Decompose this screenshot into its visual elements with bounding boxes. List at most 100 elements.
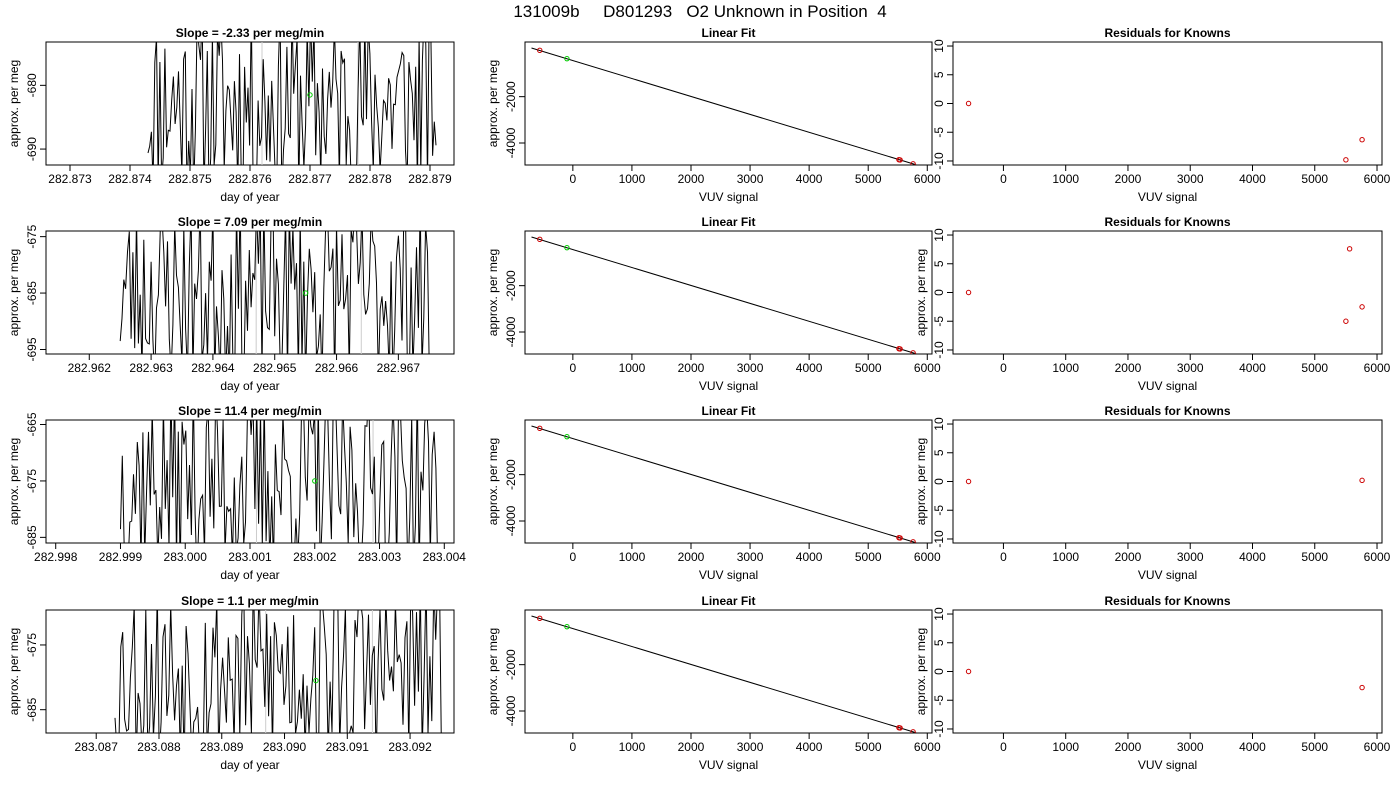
y-axis-label: approx. per meg xyxy=(914,249,928,336)
residual-point xyxy=(1343,157,1349,163)
panel-linear-fit-row-4: Linear Fit 0 1000 2000 3000 4000 5000 6000 VUV s… xyxy=(486,594,941,772)
x-tick-label: 283.089 xyxy=(200,740,244,754)
y-tick-label: -685 xyxy=(25,525,39,549)
panel-title: Linear Fit xyxy=(701,594,755,608)
x-tick-label: 2000 xyxy=(1115,172,1142,186)
x-tick-label: 1000 xyxy=(1052,172,1079,186)
x-tick-label: 282.999 xyxy=(99,550,143,564)
x-tick-label: 4000 xyxy=(796,550,823,564)
y-axis-label: approx. per meg xyxy=(7,249,21,336)
x-axis-label: VUV signal xyxy=(699,758,758,772)
x-tick-label: 0 xyxy=(1000,361,1007,375)
panel-linear-fit-row-1: Linear Fit 0 1000 2000 3000 4000 5000 6000 VUV s… xyxy=(486,26,941,204)
x-tick-label: 282.879 xyxy=(408,172,452,186)
y-tick-label: -10 xyxy=(932,530,946,548)
x-axis-label: VUV signal xyxy=(699,379,758,393)
x-tick-label: 2000 xyxy=(678,361,705,375)
residual-point xyxy=(965,289,972,296)
unknown-point xyxy=(564,623,570,630)
x-tick-label: 4000 xyxy=(1239,361,1266,375)
residual-point xyxy=(1359,684,1365,691)
x-tick-label: 0 xyxy=(1000,740,1007,754)
y-tick-label: -690 xyxy=(25,137,39,161)
y-tick-label: -685 xyxy=(25,697,39,721)
residual-point xyxy=(965,478,972,485)
residual-point xyxy=(1359,304,1365,310)
x-tick-label: 3000 xyxy=(1177,740,1204,754)
plot-frame xyxy=(524,41,933,166)
panel-time-series-row-3: Slope = 11.4 per meg/min 282.998 282.999 28… xyxy=(7,404,466,582)
panel-time-series-row-4: Slope = 1.1 per meg/min 283.087 283.088 283… xyxy=(7,594,455,772)
y-tick-label: 0 xyxy=(932,668,946,675)
y-tick-label: 0 xyxy=(932,100,946,107)
residual-point xyxy=(965,100,972,107)
x-tick-label: 0 xyxy=(570,740,577,754)
y-axis-label: approx. per meg xyxy=(486,438,500,525)
x-tick-label: 283.001 xyxy=(228,550,272,564)
x-tick-label: 283.092 xyxy=(388,740,432,754)
known-point xyxy=(910,350,916,354)
x-tick-label: 282.874 xyxy=(108,172,152,186)
y-tick-label: -685 xyxy=(25,281,39,305)
series-trace xyxy=(120,420,438,543)
residual-point xyxy=(1346,246,1353,252)
x-tick-label: 6000 xyxy=(1364,172,1391,186)
plot-frame xyxy=(952,41,1383,166)
x-tick-label: 283.087 xyxy=(75,740,119,754)
y-tick-label: 5 xyxy=(932,260,946,267)
y-tick-label: -2000 xyxy=(504,81,518,112)
residual-point xyxy=(965,668,972,675)
x-axis-label: VUV signal xyxy=(1138,190,1197,204)
x-tick-label: 6000 xyxy=(1364,361,1391,375)
y-tick-label: -10 xyxy=(932,152,946,170)
unknown-point xyxy=(564,433,570,440)
panel-title: Slope = -2.33 per meg/min xyxy=(176,26,324,40)
x-tick-label: 3000 xyxy=(1177,361,1204,375)
x-axis-label: VUV signal xyxy=(699,190,758,204)
x-tick-label: 2000 xyxy=(1115,740,1142,754)
panel-title: Slope = 7.09 per meg/min xyxy=(178,215,322,229)
y-tick-label: -5 xyxy=(932,505,946,516)
panel-title: Linear Fit xyxy=(701,215,755,229)
x-tick-label: 1000 xyxy=(619,361,646,375)
plot-area xyxy=(965,246,1365,324)
panel-title: Residuals for Knowns xyxy=(1104,594,1230,608)
known-point xyxy=(910,161,916,165)
x-tick-label: 1000 xyxy=(619,740,646,754)
x-tick-label: 283.090 xyxy=(263,740,307,754)
y-tick-label: 0 xyxy=(932,289,946,296)
x-tick-label: 4000 xyxy=(1239,172,1266,186)
x-tick-label: 3000 xyxy=(737,172,764,186)
x-tick-label: 4000 xyxy=(1239,740,1266,754)
y-axis-label: approx. per meg xyxy=(914,438,928,525)
x-tick-label: 282.965 xyxy=(253,361,297,375)
panel-linear-fit-row-3: Linear Fit 0 1000 2000 3000 4000 5000 6000 VUV s… xyxy=(486,404,941,582)
x-tick-label: 2000 xyxy=(678,740,705,754)
x-tick-label: 1000 xyxy=(1052,361,1079,375)
x-tick-label: 282.877 xyxy=(288,172,332,186)
y-tick-label: -4000 xyxy=(504,505,518,536)
known-point xyxy=(537,236,543,243)
y-tick-label: -10 xyxy=(932,341,946,359)
x-tick-label: 283.091 xyxy=(326,740,370,754)
x-tick-label: 282.964 xyxy=(191,361,235,375)
x-tick-label: 5000 xyxy=(855,361,882,375)
x-axis-label: day of year xyxy=(220,568,279,582)
known-point xyxy=(897,725,903,731)
x-tick-label: 4000 xyxy=(796,361,823,375)
x-axis-label: day of year xyxy=(220,379,279,393)
plot-frame xyxy=(524,419,933,544)
x-tick-label: 282.876 xyxy=(228,172,272,186)
panel-time-series-row-1: Slope = -2.33 per meg/min 282.873 282.874 2… xyxy=(7,26,455,204)
x-tick-label: 5000 xyxy=(1301,361,1328,375)
known-point xyxy=(537,425,543,432)
y-tick-label: -5 xyxy=(932,316,946,327)
plot-frame xyxy=(45,609,455,734)
y-axis-label: approx. per meg xyxy=(486,628,500,715)
x-tick-label: 5000 xyxy=(855,172,882,186)
x-tick-label: 6000 xyxy=(914,172,941,186)
plot-frame xyxy=(45,230,455,355)
plot-area xyxy=(965,668,1365,691)
x-tick-label: 3000 xyxy=(737,740,764,754)
